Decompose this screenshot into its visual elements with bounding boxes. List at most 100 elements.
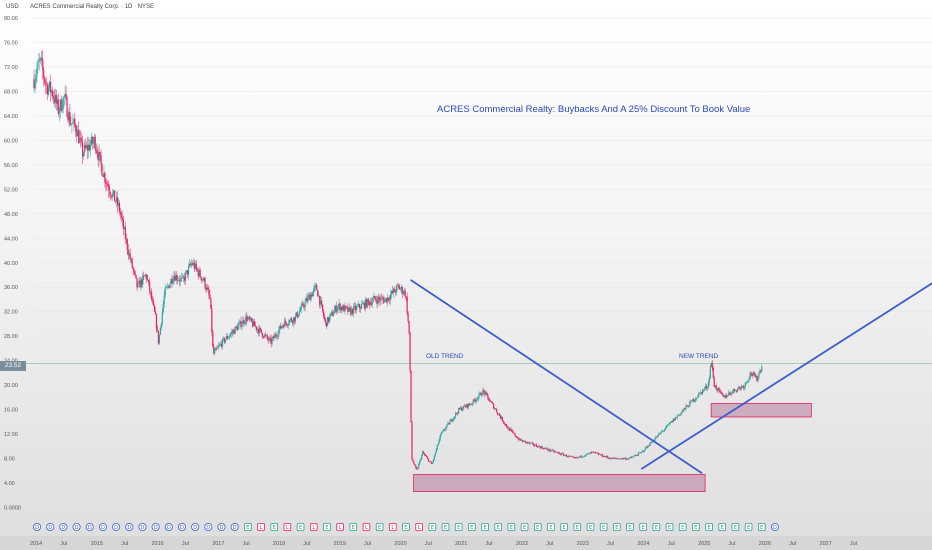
event-marker[interactable]: E xyxy=(296,523,305,532)
candle-body xyxy=(555,451,557,453)
event-marker[interactable]: E xyxy=(705,523,713,532)
event-marker[interactable]: D xyxy=(46,523,55,532)
old-trend-label[interactable]: OLD TREND xyxy=(426,353,464,360)
event-marker[interactable]: D xyxy=(125,523,134,532)
candle-body xyxy=(156,328,159,331)
event-marker[interactable]: D xyxy=(85,523,94,532)
event-marker[interactable]: D xyxy=(59,523,68,532)
event-marker[interactable]: L xyxy=(283,523,292,532)
candle-body xyxy=(346,306,348,308)
candle-body xyxy=(118,202,121,212)
event-marker[interactable]: E xyxy=(494,523,503,532)
event-marker[interactable]: E xyxy=(375,523,384,532)
candle-body xyxy=(323,316,326,320)
event-marker[interactable]: E xyxy=(613,523,621,532)
candle-body xyxy=(225,336,228,340)
event-marker-circle xyxy=(98,523,107,532)
event-marker[interactable]: L xyxy=(362,523,371,532)
event-marker[interactable]: L xyxy=(257,523,265,532)
event-marker[interactable]: D xyxy=(98,523,107,532)
candle-body xyxy=(264,334,266,336)
candle-body xyxy=(353,306,355,314)
event-marker[interactable]: E xyxy=(744,523,753,532)
event-marker-circle xyxy=(138,523,147,532)
event-marker[interactable]: E xyxy=(481,523,489,532)
candle-body xyxy=(381,297,383,299)
event-marker[interactable]: D xyxy=(33,523,42,532)
event-marker[interactable]: D xyxy=(191,523,200,532)
event-marker[interactable]: D xyxy=(770,523,779,532)
candle-body xyxy=(754,374,756,378)
event-marker[interactable]: E xyxy=(507,523,516,532)
event-marker[interactable]: D xyxy=(217,523,226,532)
event-marker[interactable]: E xyxy=(626,523,634,532)
event-marker[interactable]: E xyxy=(718,523,727,532)
candle-body xyxy=(57,99,59,114)
event-marker[interactable]: E xyxy=(454,523,463,532)
event-marker[interactable]: D xyxy=(164,523,173,532)
candle-body xyxy=(164,287,166,296)
event-marker[interactable]: E xyxy=(652,523,661,532)
event-marker[interactable]: E xyxy=(533,523,542,532)
event-marker[interactable]: L xyxy=(389,523,397,532)
event-marker[interactable]: E xyxy=(639,523,647,532)
x-tick-label: Jul xyxy=(121,541,128,547)
x-tick-label: Jul xyxy=(668,541,675,547)
event-marker[interactable]: L xyxy=(309,523,318,532)
event-marker[interactable]: E xyxy=(402,523,410,532)
event-marker[interactable]: E xyxy=(468,523,476,532)
candle-body xyxy=(470,404,472,405)
chart-annotation-title[interactable]: ACRES Commercial Realty: Buybacks And A … xyxy=(437,104,751,115)
event-marker[interactable]: E xyxy=(599,523,608,532)
candle-body xyxy=(183,276,185,278)
event-marker-box xyxy=(375,523,384,532)
candle-body xyxy=(648,445,650,447)
event-marker[interactable]: D xyxy=(204,523,213,532)
event-marker[interactable]: E xyxy=(586,523,595,532)
candle-body xyxy=(249,316,251,320)
event-marker[interactable]: E xyxy=(547,523,555,532)
event-marker-label: E xyxy=(549,525,552,531)
event-marker[interactable]: L xyxy=(415,523,423,532)
symbol-title[interactable]: ACRES Commercial Realty Corp. · 1D · NYS… xyxy=(30,4,155,10)
candle-body xyxy=(645,447,647,449)
event-marker[interactable]: L xyxy=(336,523,344,532)
event-marker[interactable]: E xyxy=(665,523,674,532)
event-marker[interactable]: D xyxy=(72,523,81,532)
candle-body xyxy=(269,338,271,339)
candle-body xyxy=(300,305,302,310)
event-marker[interactable]: D xyxy=(112,523,121,532)
y-tick-label: 76.00 xyxy=(4,40,18,46)
candle-body xyxy=(644,447,646,451)
event-marker[interactable]: D xyxy=(151,523,160,532)
candle-body xyxy=(368,301,370,305)
event-marker-circle xyxy=(204,523,213,532)
event-marker[interactable]: E xyxy=(573,523,582,532)
event-marker[interactable]: E xyxy=(678,523,687,532)
candle-body xyxy=(254,326,257,327)
candle-body xyxy=(210,298,212,309)
candle-body xyxy=(281,326,283,329)
event-marker[interactable]: E xyxy=(323,523,331,532)
event-marker[interactable]: E xyxy=(244,523,252,532)
event-marker[interactable]: E xyxy=(441,523,450,532)
event-marker[interactable]: E xyxy=(520,523,529,532)
event-marker[interactable]: E xyxy=(270,523,279,532)
event-marker[interactable]: E xyxy=(428,523,437,532)
candle-body xyxy=(192,262,194,265)
event-marker[interactable]: E xyxy=(757,523,766,532)
new-trend-label[interactable]: NEW TREND xyxy=(679,353,719,360)
candle-body xyxy=(146,274,148,280)
event-marker[interactable]: E xyxy=(731,523,740,532)
event-marker-circle xyxy=(112,523,121,532)
event-marker[interactable]: E xyxy=(349,523,358,532)
event-marker[interactable]: D xyxy=(138,523,147,532)
candle-body xyxy=(643,450,645,452)
event-marker[interactable]: D xyxy=(230,523,239,532)
y-tick-label: 52.00 xyxy=(4,187,18,193)
event-marker[interactable]: D xyxy=(177,523,186,532)
event-marker[interactable]: E xyxy=(692,523,700,532)
candle-body xyxy=(194,263,196,269)
event-marker[interactable]: E xyxy=(560,523,568,532)
